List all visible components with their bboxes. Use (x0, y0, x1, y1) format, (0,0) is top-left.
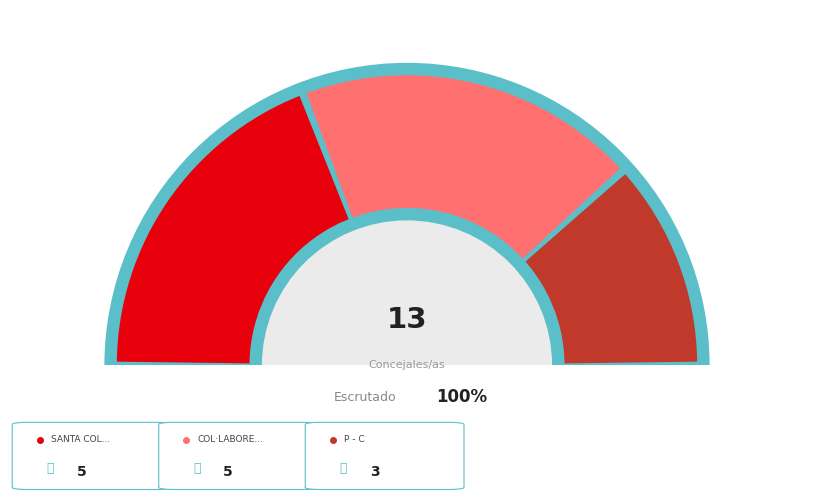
Text: 5: 5 (223, 464, 233, 478)
Text: SANTA COL...: SANTA COL... (51, 435, 111, 444)
Text: COL·LABORE...: COL·LABORE... (198, 435, 264, 444)
FancyBboxPatch shape (12, 422, 171, 490)
Text: 13: 13 (387, 306, 427, 334)
Text: 100%: 100% (436, 388, 488, 406)
Wedge shape (262, 220, 552, 366)
FancyBboxPatch shape (159, 422, 317, 490)
Text: P - C: P - C (344, 435, 365, 444)
Wedge shape (117, 96, 353, 363)
Text: 👤: 👤 (339, 462, 347, 475)
Bar (70, 366, 744, 420)
Wedge shape (307, 76, 620, 267)
Text: Concejales/as: Concejales/as (369, 360, 445, 370)
Text: Escrutado: Escrutado (334, 391, 396, 404)
Text: 👤: 👤 (46, 462, 54, 475)
Text: 3: 3 (370, 464, 379, 478)
Wedge shape (516, 174, 697, 364)
Wedge shape (104, 63, 710, 366)
Wedge shape (249, 208, 565, 366)
Text: 👤: 👤 (193, 462, 200, 475)
FancyBboxPatch shape (305, 422, 464, 490)
Text: 5: 5 (77, 464, 86, 478)
